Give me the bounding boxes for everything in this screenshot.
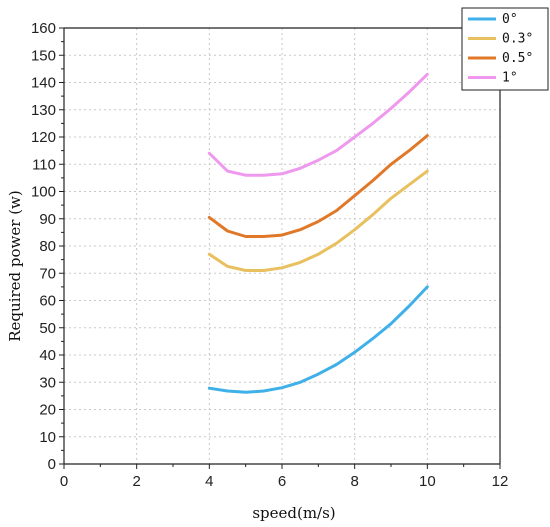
- y-tick-label: 160: [31, 20, 56, 37]
- x-tick-label: 8: [350, 473, 358, 490]
- legend-label: 0.3°: [502, 32, 533, 47]
- y-axis-label: Required power (w): [6, 190, 24, 341]
- series-line: [207, 169, 429, 272]
- y-tick-label: 60: [39, 293, 56, 310]
- series-line: [207, 134, 429, 238]
- y-tick-label: 80: [39, 238, 56, 255]
- y-tick-label: 50: [39, 320, 56, 337]
- y-tick-label: 130: [31, 102, 56, 119]
- series-line: [207, 72, 429, 177]
- series-line: [207, 285, 429, 394]
- axes: 0 2 4 6 8 10 120102030405060708090100110120130…: [31, 20, 508, 490]
- y-tick-label: 150: [31, 47, 56, 64]
- y-tick-label: 30: [39, 374, 56, 391]
- y-tick-label: 70: [39, 265, 56, 282]
- x-tick-label: 2: [132, 473, 140, 490]
- y-tick-label: 140: [31, 75, 56, 92]
- y-tick-label: 90: [39, 211, 56, 228]
- x-tick-label: 0: [60, 473, 68, 490]
- y-tick-label: 0: [48, 456, 56, 473]
- x-tick-label: 10: [419, 473, 436, 490]
- legend: 0° 0.3° 0.5° 1°: [461, 7, 549, 91]
- legend-label: 1°: [502, 71, 518, 86]
- legend-label: 0°: [502, 12, 518, 27]
- y-tick-label: 100: [31, 184, 56, 201]
- series-lines: [207, 72, 429, 394]
- grid: [64, 28, 500, 464]
- legend-label: 0.5°: [502, 51, 533, 66]
- x-tick-label: 12: [492, 473, 509, 490]
- x-tick-label: 6: [278, 473, 286, 490]
- x-axis-label: speed(m/s): [252, 504, 335, 522]
- y-tick-label: 20: [39, 402, 56, 419]
- y-tick-label: 110: [32, 156, 56, 173]
- x-tick-label: 4: [205, 473, 213, 490]
- y-tick-label: 10: [39, 429, 56, 446]
- y-tick-label: 40: [39, 347, 56, 364]
- y-tick-label: 120: [31, 129, 56, 146]
